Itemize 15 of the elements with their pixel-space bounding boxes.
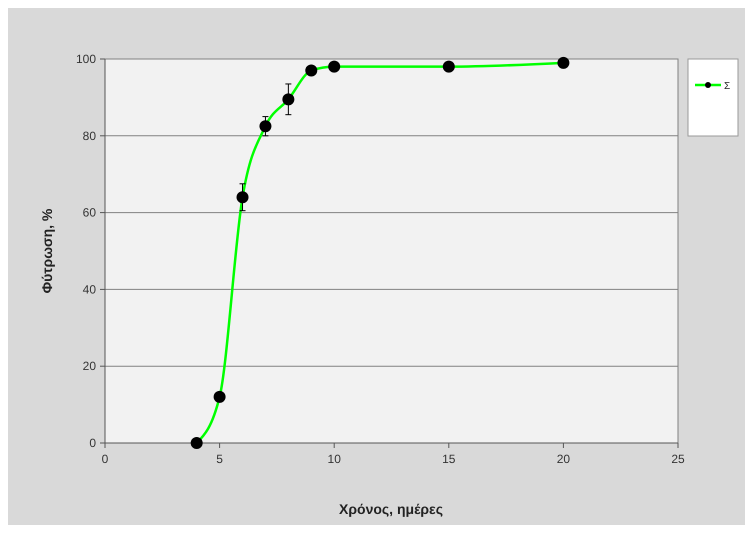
x-tick-label: 25 [671, 452, 685, 466]
x-tick-label: 5 [216, 452, 224, 466]
x-tick-label: 0 [102, 452, 109, 466]
x-tick-label: 20 [556, 452, 570, 466]
x-axis-title: Χρόνος, ημέρες [339, 501, 443, 517]
y-tick-label: 40 [82, 282, 96, 296]
y-tick-label: 0 [89, 436, 96, 450]
y-tick-label: 20 [82, 359, 96, 374]
y-tick-label: 80 [82, 128, 96, 143]
legend-label: Σ [724, 81, 730, 92]
x-tick-label: 15 [442, 452, 456, 466]
x-tick-label: 10 [328, 452, 342, 466]
y-tick-label: 100 [76, 52, 96, 66]
y-tick-label: 60 [82, 206, 96, 220]
y-axis-title: Φύτρωση, % [39, 208, 55, 294]
